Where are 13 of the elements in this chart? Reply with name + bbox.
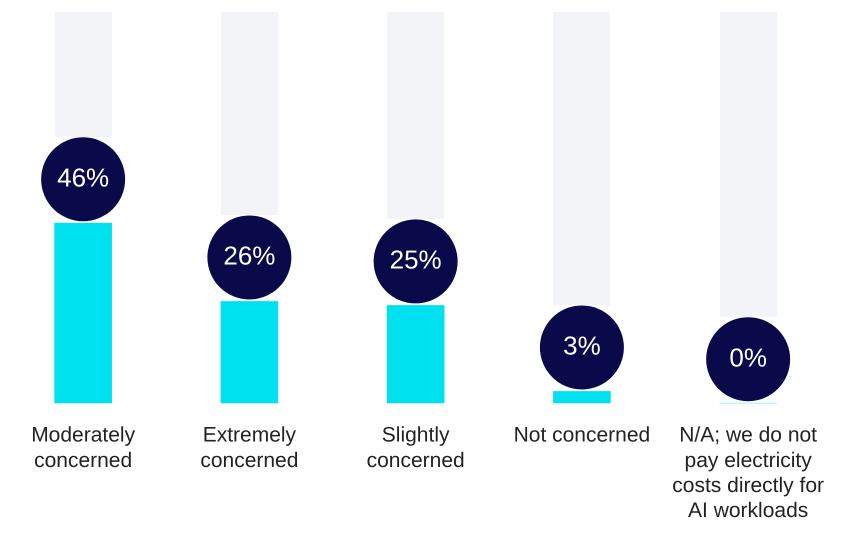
x-tick-label: Not concerned bbox=[514, 424, 650, 447]
x-tick-label: N/A; we do not pay electricity costs directly for AI workloads bbox=[672, 424, 824, 522]
bar bbox=[553, 391, 611, 404]
data-label: 46% bbox=[57, 162, 110, 192]
data-label: 0% bbox=[729, 342, 767, 372]
bar bbox=[220, 301, 278, 404]
x-tick-label: Extremely concerned bbox=[200, 424, 298, 472]
x-tick-label: Moderately concerned bbox=[31, 424, 136, 472]
data-label: 26% bbox=[223, 240, 276, 271]
data-label: 25% bbox=[390, 244, 442, 275]
bar bbox=[386, 305, 444, 404]
x-tick-label: Slightly concerned bbox=[366, 424, 465, 472]
data-label: 3% bbox=[563, 330, 601, 361]
